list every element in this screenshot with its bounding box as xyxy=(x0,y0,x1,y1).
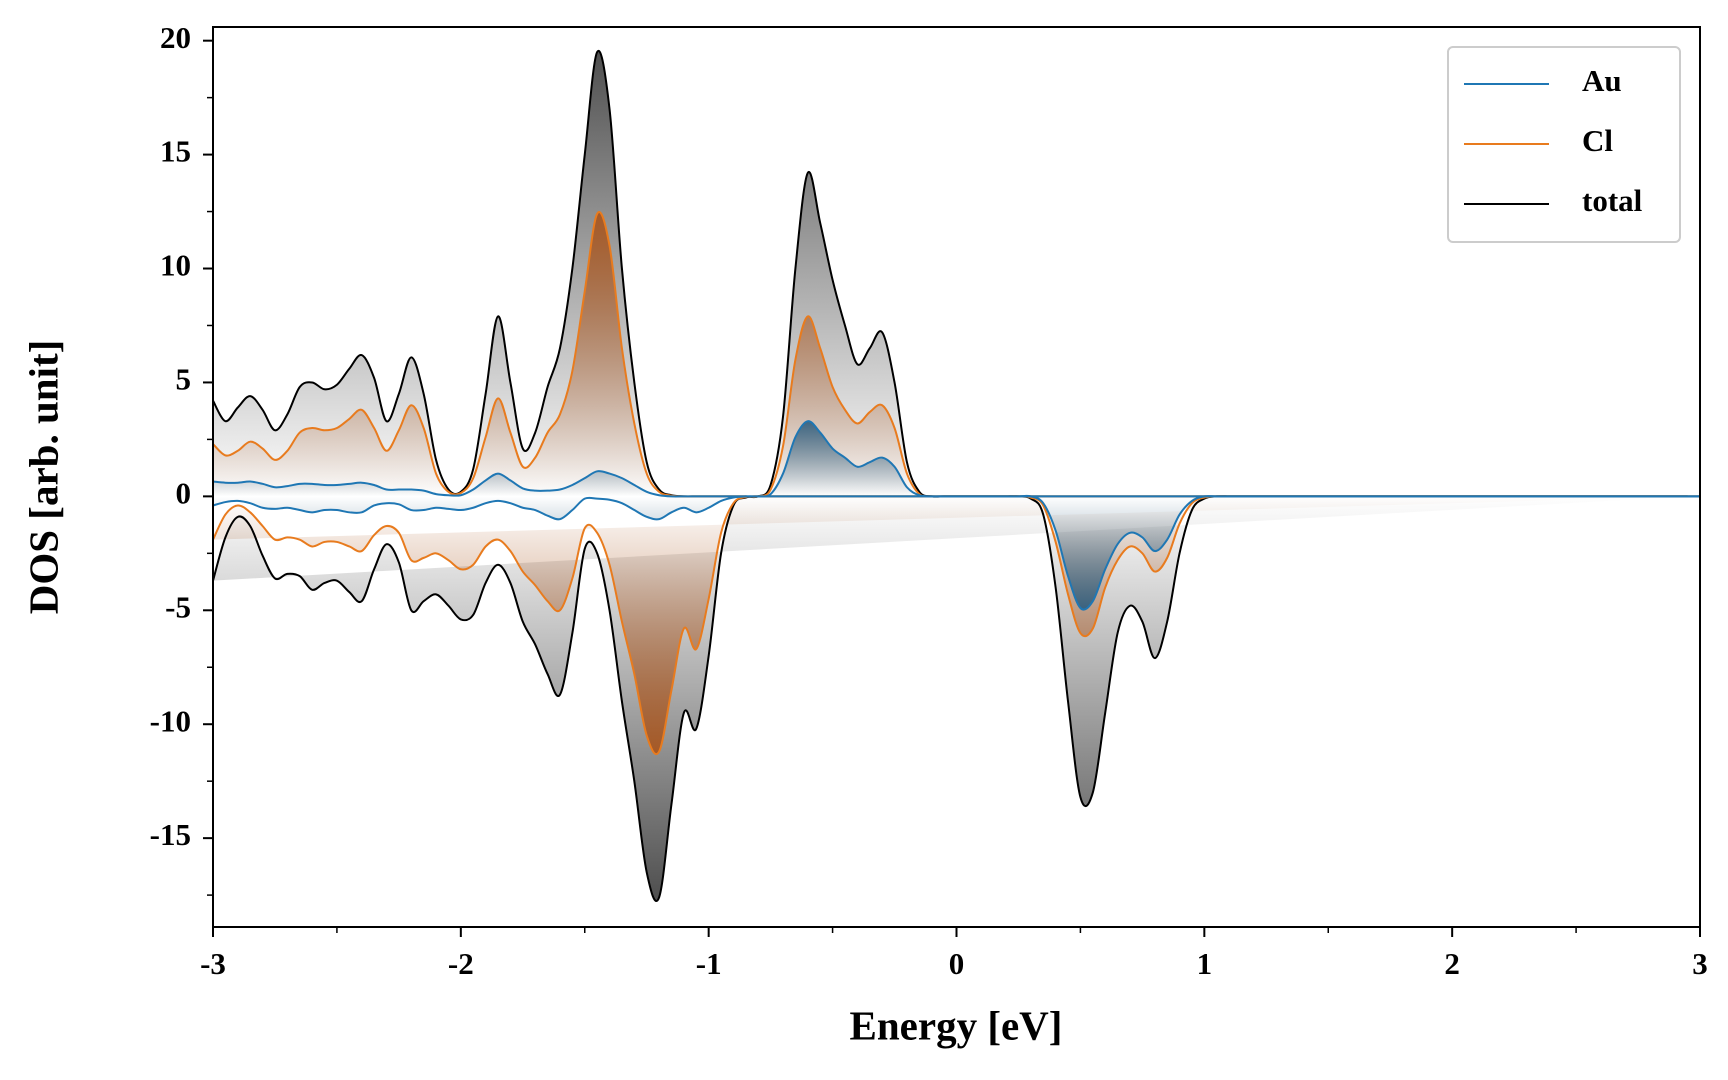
legend-label: total xyxy=(1582,183,1643,218)
y-tick-label: 10 xyxy=(160,248,191,283)
y-tick-label: 20 xyxy=(160,20,191,55)
area-fill xyxy=(213,212,1700,497)
legend: Au Cl total xyxy=(1447,46,1681,243)
y-tick-label: -15 xyxy=(150,817,191,852)
area-fill xyxy=(213,496,1688,902)
x-tick-label: 2 xyxy=(1444,946,1460,981)
series-line xyxy=(212,211,1700,498)
x-tick-label: 3 xyxy=(1692,946,1708,981)
y-tick-label: 15 xyxy=(160,134,191,169)
x-tick-label: 1 xyxy=(1197,946,1213,981)
y-tick-label: -10 xyxy=(150,703,191,738)
legend-label: Cl xyxy=(1582,123,1613,158)
y-tick-label: 0 xyxy=(176,475,192,510)
x-tick-label: 0 xyxy=(949,946,965,981)
legend-box xyxy=(1447,46,1681,243)
y-axis-label: DOS [arb. unit] xyxy=(20,340,66,615)
y-tick-label: 5 xyxy=(176,362,192,397)
x-tick-label: -3 xyxy=(200,946,226,981)
x-tick-label: -1 xyxy=(696,946,722,981)
series-line xyxy=(212,494,1700,611)
x-tick-label: -2 xyxy=(448,946,474,981)
legend-label: Au xyxy=(1582,63,1622,98)
plot-area xyxy=(212,49,1700,902)
x-axis-label: Energy [eV] xyxy=(850,1002,1063,1048)
area-fill xyxy=(213,495,1700,610)
series-line xyxy=(212,495,1688,902)
y-tick-label: -5 xyxy=(165,589,191,624)
area-fill xyxy=(213,421,1700,497)
